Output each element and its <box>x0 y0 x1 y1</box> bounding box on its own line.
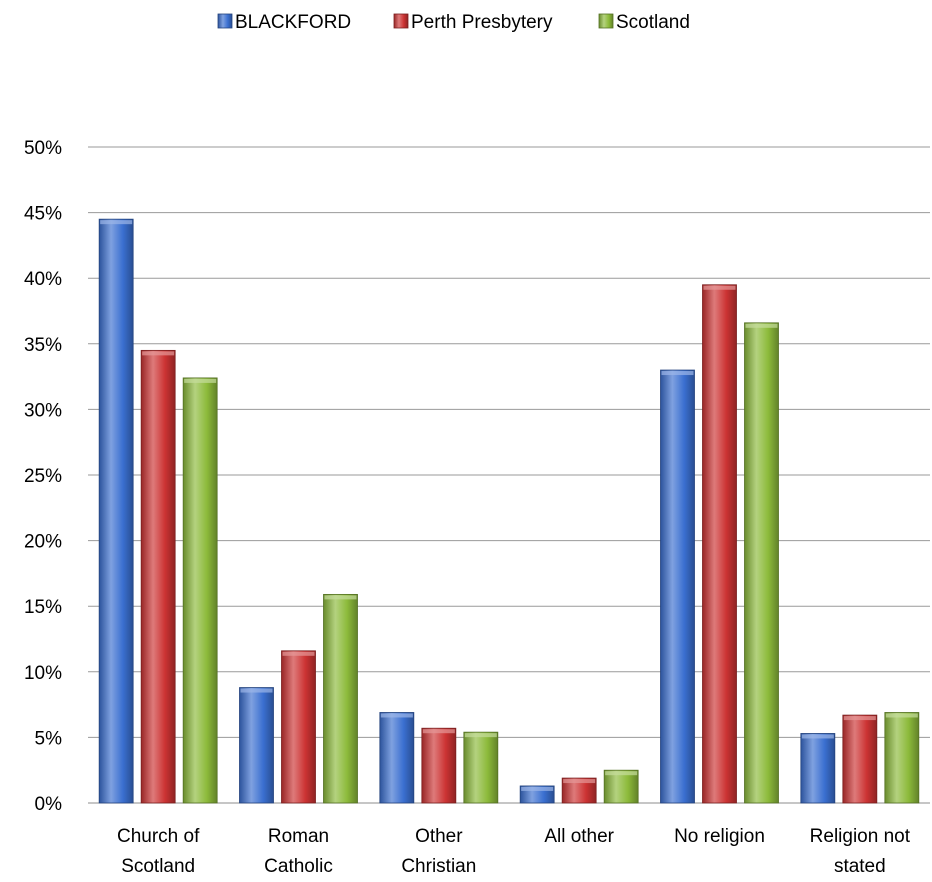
y-tick-label: 20% <box>24 532 62 553</box>
bar-perth-presbytery-2 <box>421 727 457 804</box>
y-tick-label: 15% <box>24 597 62 618</box>
bar-highlight <box>661 371 694 376</box>
bar-highlight <box>521 786 554 791</box>
bar-highlight <box>745 323 778 328</box>
bar-blackford-5 <box>800 733 836 804</box>
y-axis-ticks: 0% 5% 10% 15% 20% 25% 30% 35% 40% 45% 50% <box>24 138 62 815</box>
y-tick-label: 10% <box>24 663 62 684</box>
x-tick-label: Catholic <box>264 856 333 877</box>
bar-perth-presbytery-0 <box>140 349 176 804</box>
y-tick-label: 25% <box>24 466 62 487</box>
bar-perth-presbytery-5 <box>842 714 878 804</box>
y-tick-label: 45% <box>24 204 62 225</box>
x-tick-label: Other <box>415 826 463 847</box>
legend-swatch-blackford <box>217 13 233 29</box>
x-tick-label: Scotland <box>121 856 195 877</box>
bar-highlight <box>801 734 834 739</box>
bar-scotland-4 <box>744 322 779 804</box>
y-tick-label: 40% <box>24 269 62 290</box>
y-tick-label: 35% <box>24 335 62 356</box>
x-tick-label: No religion <box>674 826 765 847</box>
gridlines <box>88 146 930 804</box>
x-tick-label: stated <box>834 856 886 877</box>
bar-perth-presbytery-4 <box>702 284 737 804</box>
bar-highlight <box>563 779 596 784</box>
y-tick-label: 50% <box>24 138 62 159</box>
bar-highlight <box>240 688 273 693</box>
bar-highlight <box>464 733 497 738</box>
x-tick-label: All other <box>544 826 614 847</box>
x-axis-ticks: Church of Scotland Roman Catholic Other Chris… <box>117 826 911 877</box>
x-tick-label: Christian <box>401 856 476 877</box>
x-tick-label: Church of <box>117 826 200 847</box>
bar-highlight <box>703 285 736 290</box>
x-tick-label: Roman <box>268 826 329 847</box>
legend: BLACKFORD Perth Presbytery Scotland <box>217 12 690 33</box>
bar-highlight <box>422 729 455 734</box>
bar-scotland-1 <box>323 593 358 804</box>
bar-highlight <box>142 351 175 356</box>
bar-highlight <box>885 713 918 718</box>
bar-highlight <box>605 771 638 776</box>
bar-highlight <box>282 651 315 656</box>
bar-highlight <box>100 220 133 225</box>
bar-perth-presbytery-1 <box>281 650 316 804</box>
legend-label: Scotland <box>616 12 690 33</box>
bar-blackford-1 <box>239 687 274 804</box>
bar-scotland-2 <box>463 731 499 804</box>
y-tick-label: 0% <box>35 794 63 815</box>
bar-blackford-4 <box>660 369 695 804</box>
legend-swatch-scotland <box>598 13 614 29</box>
bar-highlight <box>184 378 217 383</box>
bar-highlight <box>380 713 413 718</box>
bar-blackford-2 <box>379 712 415 804</box>
bars <box>98 218 920 804</box>
y-tick-label: 5% <box>35 728 63 749</box>
bar-scotland-5 <box>884 712 920 804</box>
bar-highlight <box>843 716 876 721</box>
bar-blackford-0 <box>98 218 134 804</box>
bar-scotland-3 <box>603 769 639 804</box>
legend-swatch-perth-presbytery <box>393 13 409 29</box>
legend-label: Perth Presbytery <box>411 12 553 33</box>
x-tick-label: Religion not <box>810 826 911 847</box>
bar-scotland-0 <box>182 377 218 804</box>
legend-label: BLACKFORD <box>235 12 351 33</box>
y-tick-label: 30% <box>24 400 62 421</box>
bar-highlight <box>324 595 357 600</box>
